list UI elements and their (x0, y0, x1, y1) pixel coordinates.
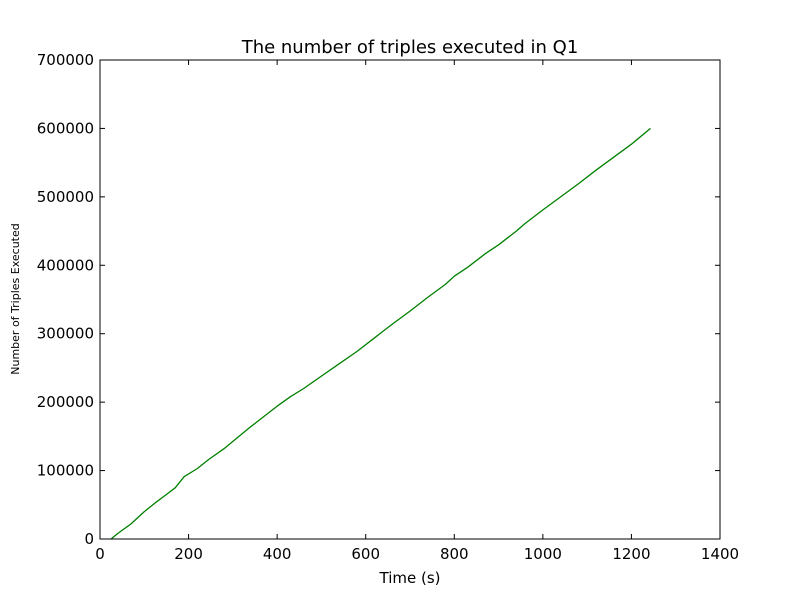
x-tick-label: 1200 (612, 545, 650, 563)
plot-area: 0 200 400 600 800 1000 1200 1400 0 100000 200000 30… (37, 51, 739, 563)
x-tick-label: 1000 (524, 545, 562, 563)
y-axis-label: Number of Triples Executed (9, 223, 22, 374)
y-tick-label: 200000 (37, 393, 94, 411)
y-tick-label: 0 (84, 530, 94, 548)
y-tick-label: 100000 (37, 462, 94, 480)
y-tick-label: 700000 (37, 51, 94, 69)
x-tick-label: 600 (351, 545, 380, 563)
y-tick-label: 400000 (37, 256, 94, 274)
axes-frame (99, 59, 721, 540)
y-tick-label: 300000 (37, 325, 94, 343)
x-tick-label: 0 (95, 545, 105, 563)
y-tick-label: 600000 (37, 119, 94, 137)
y-tick-label: 500000 (37, 188, 94, 206)
x-axis-label: Time (s) (379, 569, 441, 587)
chart-title: The number of triples executed in Q1 (241, 37, 579, 58)
x-tick-label: 1400 (701, 545, 739, 563)
x-tick-label: 400 (263, 545, 292, 563)
series-line-0 (110, 127, 651, 540)
x-tick-label: 200 (174, 545, 203, 563)
x-tick-label: 800 (440, 545, 469, 563)
